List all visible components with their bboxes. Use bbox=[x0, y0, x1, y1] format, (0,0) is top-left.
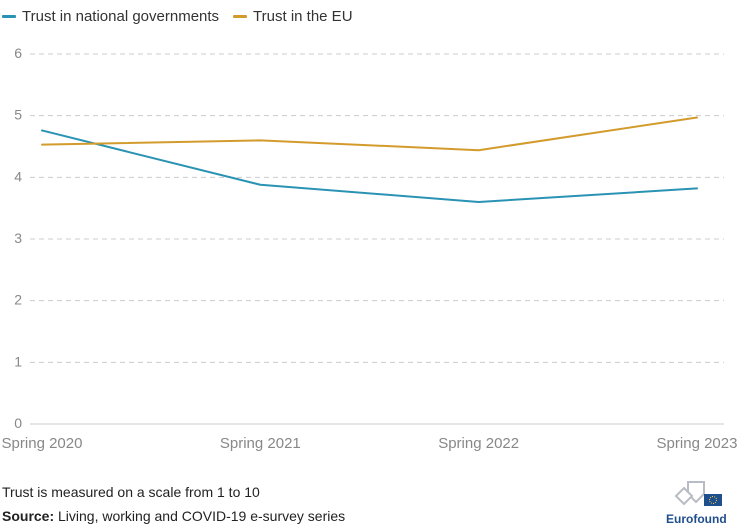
x-tick-label-3: Spring 2022 bbox=[438, 435, 519, 452]
eurofound-logo-icon bbox=[674, 481, 722, 506]
x-tick-label-2: Spring 2021 bbox=[220, 435, 301, 452]
x-tick-label-4: Spring 2023 bbox=[657, 435, 738, 452]
source-text: Living, working and COVID-19 e-survey se… bbox=[58, 508, 346, 524]
legend-swatch-governments bbox=[2, 15, 16, 18]
logo-text: Eurofound bbox=[666, 512, 727, 526]
chart-note: Trust is measured on a scale from 1 to 1… bbox=[2, 484, 260, 500]
legend-label-governments: Trust in national governments bbox=[22, 8, 220, 25]
legend-label-eu: Trust in the EU bbox=[253, 8, 353, 25]
chart-legend: Trust in national governments Trust in t… bbox=[2, 8, 353, 25]
y-tick-label-6: 6 bbox=[14, 45, 22, 61]
legend-item-eu: Trust in the EU bbox=[233, 8, 353, 25]
y-tick-label-3: 3 bbox=[14, 230, 22, 246]
y-tick-label-5: 5 bbox=[14, 107, 22, 123]
chart-source: Source: Living, working and COVID-19 e-s… bbox=[2, 508, 345, 524]
y-tick-label-0: 0 bbox=[14, 415, 22, 431]
source-label: Source: bbox=[2, 508, 55, 524]
series-line-governments bbox=[41, 129, 698, 203]
x-tick-label-1: Spring 2020 bbox=[2, 435, 83, 452]
eurofound-logo: Eurofound bbox=[666, 480, 727, 526]
legend-item-governments: Trust in national governments bbox=[2, 8, 219, 25]
y-tick-label-2: 2 bbox=[14, 292, 22, 308]
y-tick-label-1: 1 bbox=[14, 353, 22, 369]
y-tick-label-4: 4 bbox=[14, 168, 22, 184]
legend-swatch-eu bbox=[233, 15, 248, 18]
line-chart: 0 1 2 3 4 5 6 Spring 2020 Spring 2021 Spring 2022… bbox=[2, 45, 738, 452]
series-line-eu bbox=[41, 116, 698, 152]
